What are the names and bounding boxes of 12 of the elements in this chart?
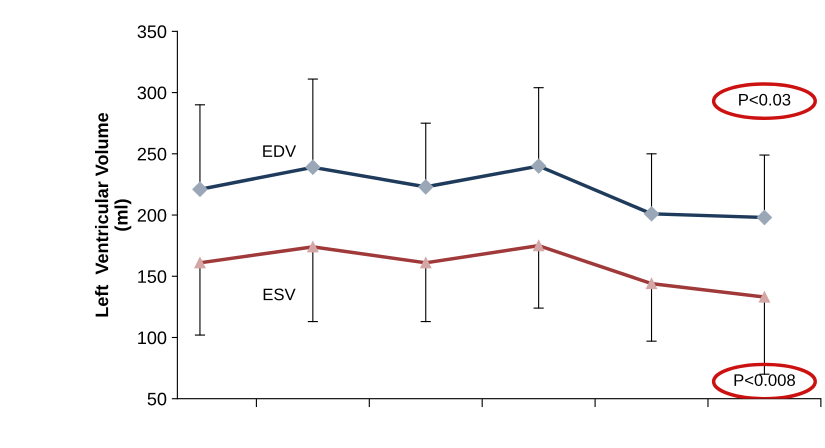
annotation: P<0.03 — [739, 94, 790, 106]
y-tick-label: 350 — [138, 25, 166, 38]
y-tick-label: 50 — [148, 392, 166, 406]
text: ESV — [264, 288, 296, 300]
y-tick-label: 100 — [138, 331, 166, 344]
y-axis-title: Left Ventricular Volume (ml) — [95, 112, 132, 317]
series-label: EDV — [263, 145, 296, 157]
y-tick-label: 300 — [138, 86, 166, 100]
y-tick-label: 250 — [138, 148, 166, 161]
y-tick-label: 150 — [138, 270, 166, 283]
y-tick-label: 200 — [138, 208, 166, 222]
annotation: P<0.008 — [734, 374, 795, 386]
